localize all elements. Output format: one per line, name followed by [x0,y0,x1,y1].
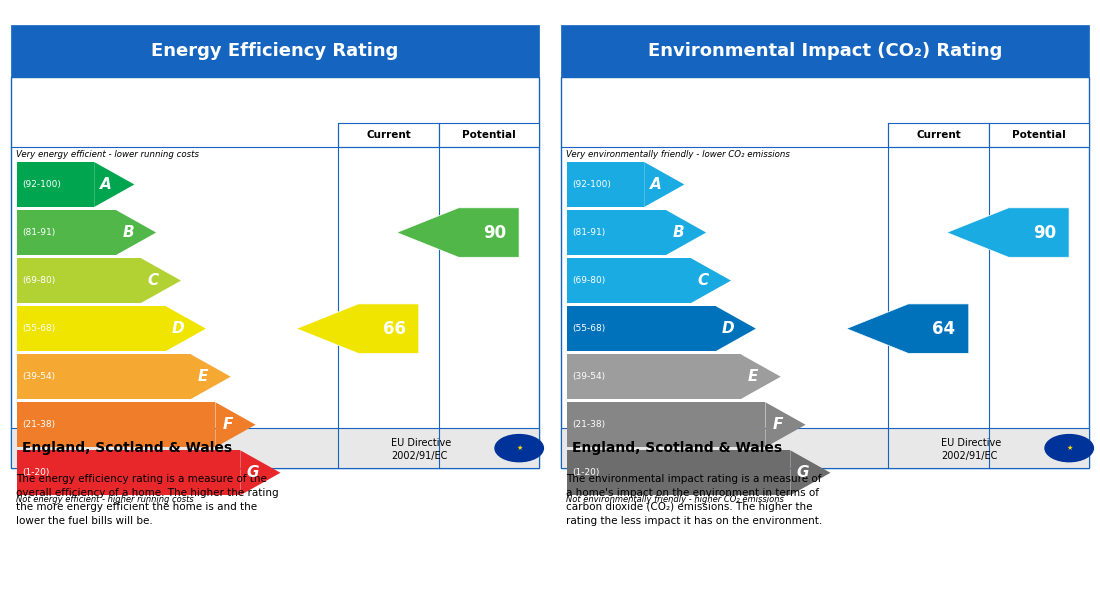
Text: (55-68): (55-68) [572,324,605,333]
Text: 90: 90 [1033,224,1056,241]
FancyBboxPatch shape [16,450,240,495]
FancyBboxPatch shape [561,25,1089,77]
Text: (81-91): (81-91) [22,228,55,237]
Polygon shape [116,210,156,255]
Text: Current: Current [916,130,961,140]
Polygon shape [740,354,781,399]
Polygon shape [240,450,280,495]
Text: England, Scotland & Wales: England, Scotland & Wales [572,441,782,455]
Text: 90: 90 [483,224,506,241]
Text: (55-68): (55-68) [22,324,55,333]
Text: Energy Efficiency Rating: Energy Efficiency Rating [152,42,398,60]
Text: EU Directive: EU Directive [942,438,1001,448]
FancyBboxPatch shape [339,123,439,147]
Text: (69-80): (69-80) [572,276,605,285]
Polygon shape [645,162,684,207]
Text: England, Scotland & Wales: England, Scotland & Wales [22,441,232,455]
Polygon shape [947,208,1069,257]
Text: D: D [172,321,184,336]
Text: Potential: Potential [462,130,516,140]
Polygon shape [766,402,805,447]
Text: E: E [747,369,758,384]
Text: (39-54): (39-54) [572,372,605,381]
Text: G: G [246,465,258,480]
FancyBboxPatch shape [989,123,1089,147]
Text: (21-38): (21-38) [22,420,55,429]
Polygon shape [141,258,182,303]
Polygon shape [216,402,255,447]
FancyBboxPatch shape [566,450,790,495]
Text: 66: 66 [383,320,406,338]
Circle shape [495,435,543,462]
Polygon shape [190,354,231,399]
Text: 2002/91/EC: 2002/91/EC [392,450,448,461]
Polygon shape [691,258,732,303]
Text: ★: ★ [1066,445,1072,451]
Text: Very energy efficient - lower running costs: Very energy efficient - lower running co… [16,150,199,159]
FancyBboxPatch shape [889,123,989,147]
Text: Current: Current [366,130,411,140]
Circle shape [1045,435,1093,462]
Text: Very environmentally friendly - lower CO₂ emissions: Very environmentally friendly - lower CO… [566,150,791,159]
Text: Environmental Impact (CO₂) Rating: Environmental Impact (CO₂) Rating [648,42,1002,60]
Polygon shape [846,304,969,354]
FancyBboxPatch shape [566,258,691,303]
Text: C: C [147,273,158,288]
Text: (1-20): (1-20) [22,468,50,477]
Polygon shape [666,210,706,255]
Text: (39-54): (39-54) [22,372,55,381]
FancyBboxPatch shape [16,162,95,207]
FancyBboxPatch shape [16,210,116,255]
FancyBboxPatch shape [16,258,141,303]
Text: 64: 64 [933,320,956,338]
Text: (69-80): (69-80) [22,276,55,285]
Text: Potential: Potential [1012,130,1066,140]
Text: B: B [122,225,134,240]
FancyBboxPatch shape [566,354,740,399]
FancyBboxPatch shape [11,77,539,468]
Text: (1-20): (1-20) [572,468,600,477]
Text: B: B [672,225,684,240]
Text: Not energy efficient - higher running costs: Not energy efficient - higher running co… [16,495,195,505]
Polygon shape [296,304,419,354]
FancyBboxPatch shape [11,25,539,77]
Text: The energy efficiency rating is a measure of the
overall efficiency of a home. T: The energy efficiency rating is a measur… [16,474,279,526]
Text: F: F [772,417,783,432]
FancyBboxPatch shape [566,210,666,255]
Text: D: D [722,321,734,336]
Text: A: A [100,177,112,192]
Text: The environmental impact rating is a measure of
a home's impact on the environme: The environmental impact rating is a mea… [566,474,823,526]
FancyBboxPatch shape [566,162,645,207]
Text: ★: ★ [516,445,522,451]
FancyBboxPatch shape [16,402,216,447]
FancyBboxPatch shape [566,402,766,447]
Text: Not environmentally friendly - higher CO₂ emissions: Not environmentally friendly - higher CO… [566,495,784,505]
Polygon shape [790,450,830,495]
Polygon shape [716,306,756,351]
Polygon shape [95,162,134,207]
Polygon shape [166,306,206,351]
Text: EU Directive: EU Directive [392,438,451,448]
FancyBboxPatch shape [11,428,539,468]
FancyBboxPatch shape [439,123,539,147]
Text: (21-38): (21-38) [572,420,605,429]
Polygon shape [397,208,519,257]
Text: (92-100): (92-100) [572,180,610,189]
FancyBboxPatch shape [566,306,716,351]
FancyBboxPatch shape [561,428,1089,468]
FancyBboxPatch shape [16,306,166,351]
Text: F: F [222,417,233,432]
Text: 2002/91/EC: 2002/91/EC [942,450,998,461]
Text: E: E [197,369,208,384]
Text: A: A [650,177,662,192]
Text: G: G [796,465,808,480]
FancyBboxPatch shape [561,77,1089,468]
Text: (81-91): (81-91) [572,228,605,237]
FancyBboxPatch shape [16,354,190,399]
Text: (92-100): (92-100) [22,180,61,189]
Text: C: C [697,273,708,288]
